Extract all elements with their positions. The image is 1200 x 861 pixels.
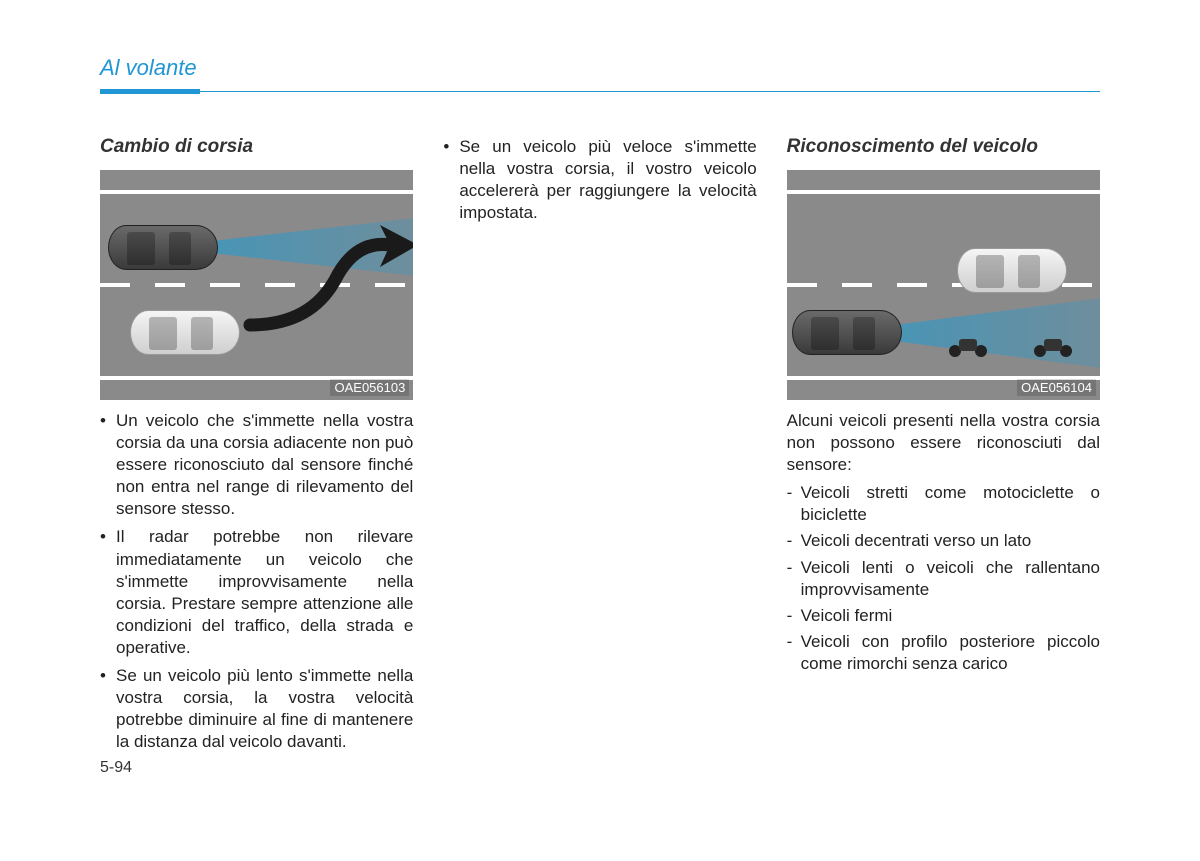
bullet-item: Se un veicolo più lento s'immette nella … [100, 665, 413, 753]
column-1: Cambio di corsia [100, 136, 413, 777]
ego-vehicle-icon [108, 225, 218, 270]
page-header: Al volante [100, 55, 1100, 91]
title-underline [100, 89, 1100, 91]
heading-lane-change: Cambio di corsia [100, 136, 413, 158]
motorcycle-icon [947, 335, 989, 357]
dash-item: Veicoli stretti come motociclette o bici… [787, 482, 1100, 526]
offset-vehicle-icon [957, 248, 1067, 293]
column-2: Se un veicolo più veloce s'immette nella… [443, 136, 756, 777]
merging-vehicle-icon [130, 310, 240, 355]
dash-item: Veicoli decentrati verso un lato [787, 530, 1100, 552]
underline-thin [100, 91, 1100, 92]
bullet-item: Se un veicolo più veloce s'immette nella… [443, 136, 756, 224]
section-title: Al volante [100, 55, 1100, 81]
ego-vehicle-icon [792, 310, 902, 355]
column-3: Riconoscimento del veicolo [787, 136, 1100, 777]
heading-vehicle-recognition: Riconoscimento del veicolo [787, 136, 1100, 158]
page-number: 5-94 [100, 759, 413, 777]
bullet-list-col2: Se un veicolo più veloce s'immette nella… [443, 136, 756, 224]
dash-list-col3: Veicoli stretti come motociclette o bici… [787, 482, 1100, 675]
road-background [100, 170, 413, 400]
manual-page: Al volante Cambio di corsia [0, 0, 1200, 861]
dash-item: Veicoli fermi [787, 605, 1100, 627]
bullet-list-col1: Un veicolo che s'immette nella vostra co… [100, 410, 413, 753]
road-edge-top [787, 190, 1100, 194]
bullet-item: Un veicolo che s'immette nella vostra co… [100, 410, 413, 520]
lane-change-arrow-icon [240, 225, 413, 345]
intro-text: Alcuni veicoli presenti nella vostra cor… [787, 410, 1100, 476]
road-edge-top [100, 190, 413, 194]
road-background [787, 170, 1100, 400]
motorcycle-icon [1032, 335, 1074, 357]
figure-code: OAE056104 [1017, 379, 1096, 396]
radar-beam [887, 298, 1100, 368]
bullet-item: Il radar potrebbe non rilevare immediata… [100, 526, 413, 659]
figure-code: OAE056103 [330, 379, 409, 396]
figure-vehicle-recognition: OAE056104 [787, 170, 1100, 400]
content-columns: Cambio di corsia [100, 136, 1100, 777]
figure-lane-change: OAE056103 [100, 170, 413, 400]
dash-item: Veicoli con profilo posteriore piccolo c… [787, 631, 1100, 675]
dash-item: Veicoli lenti o veicoli che rallentano i… [787, 557, 1100, 601]
